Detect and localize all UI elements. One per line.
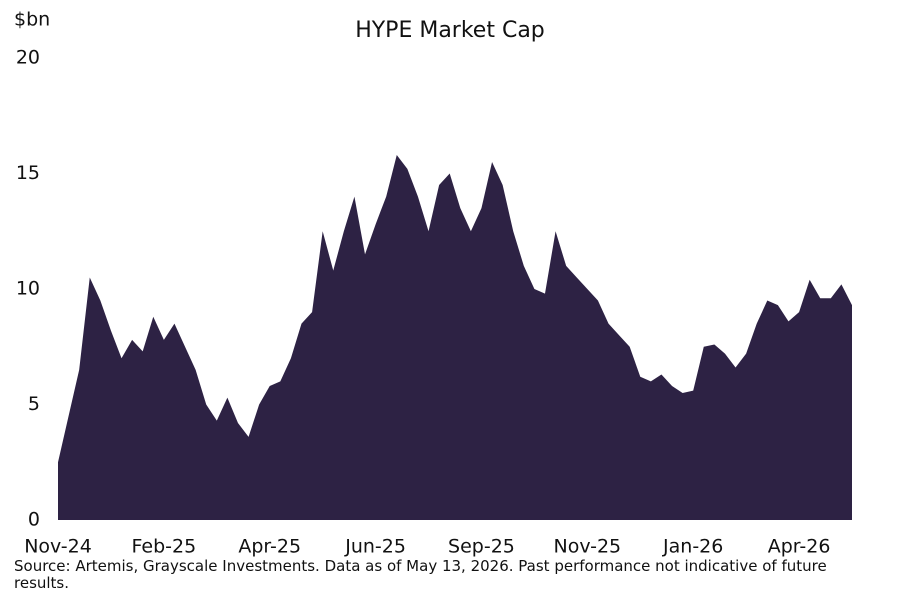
y-tick-label: 20 xyxy=(16,47,40,69)
y-tick-label: 15 xyxy=(16,162,40,184)
x-tick-label: Nov-24 xyxy=(24,536,92,558)
y-tick-label: 0 xyxy=(28,509,40,531)
y-tick-label: 5 xyxy=(28,393,40,415)
y-axis-label: $bn xyxy=(14,9,50,31)
x-tick-label: Jun-25 xyxy=(344,536,406,558)
x-tick-label: Jan-26 xyxy=(662,536,723,558)
source-note: Source: Artemis, Grayscale Investments. … xyxy=(14,558,827,592)
x-tick-label: Apr-26 xyxy=(768,536,831,558)
chart-title: HYPE Market Cap xyxy=(355,18,545,43)
x-tick-label: Sep-25 xyxy=(448,536,515,558)
x-tick-label: Apr-25 xyxy=(238,536,301,558)
x-tick-label: Feb-25 xyxy=(132,536,197,558)
note-box: Source: Artemis, Grayscale Investments. … xyxy=(14,558,827,592)
x-tick-label: Nov-25 xyxy=(554,536,622,558)
area xyxy=(58,155,852,520)
y-tick-label: 10 xyxy=(16,278,40,300)
